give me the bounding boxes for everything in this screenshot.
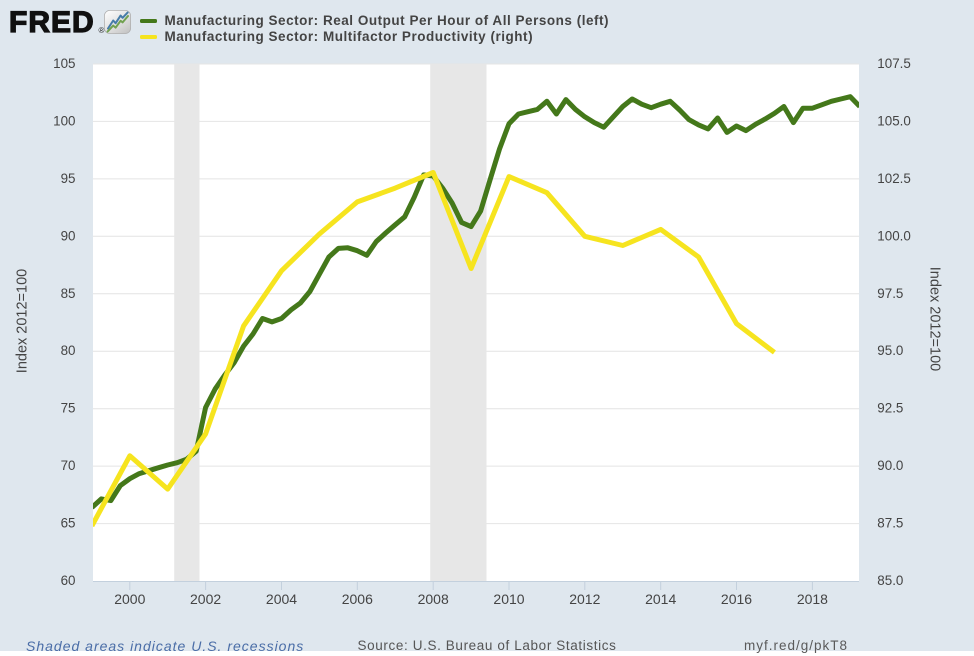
svg-text:90: 90: [61, 228, 76, 243]
svg-text:105.0: 105.0: [877, 113, 911, 128]
svg-text:107.5: 107.5: [877, 56, 911, 71]
svg-text:Index 2012=100: Index 2012=100: [927, 267, 943, 371]
svg-text:92.5: 92.5: [877, 401, 903, 416]
svg-text:2006: 2006: [342, 591, 373, 607]
svg-text:97.5: 97.5: [877, 286, 903, 301]
svg-text:2014: 2014: [645, 591, 676, 607]
svg-text:100.0: 100.0: [877, 228, 911, 243]
svg-text:90.0: 90.0: [877, 458, 903, 473]
svg-text:85.0: 85.0: [877, 573, 903, 588]
svg-text:95: 95: [61, 171, 76, 186]
svg-text:2018: 2018: [797, 591, 828, 607]
svg-text:95.0: 95.0: [877, 343, 903, 358]
svg-text:70: 70: [61, 458, 76, 473]
svg-text:2016: 2016: [721, 591, 752, 607]
svg-text:102.5: 102.5: [877, 171, 911, 186]
svg-text:100: 100: [53, 113, 75, 128]
svg-text:80: 80: [61, 343, 76, 358]
svg-text:85: 85: [61, 286, 76, 301]
svg-text:87.5: 87.5: [877, 516, 903, 531]
svg-text:Index 2012=100: Index 2012=100: [15, 269, 31, 373]
svg-text:75: 75: [61, 401, 76, 416]
svg-text:105: 105: [53, 56, 75, 71]
svg-text:2000: 2000: [114, 591, 145, 607]
svg-text:65: 65: [61, 516, 76, 531]
svg-text:2012: 2012: [569, 591, 600, 607]
svg-text:2002: 2002: [190, 591, 221, 607]
svg-text:60: 60: [61, 573, 76, 588]
svg-text:2008: 2008: [418, 591, 449, 607]
svg-text:2010: 2010: [493, 591, 524, 607]
svg-text:2004: 2004: [266, 591, 297, 607]
